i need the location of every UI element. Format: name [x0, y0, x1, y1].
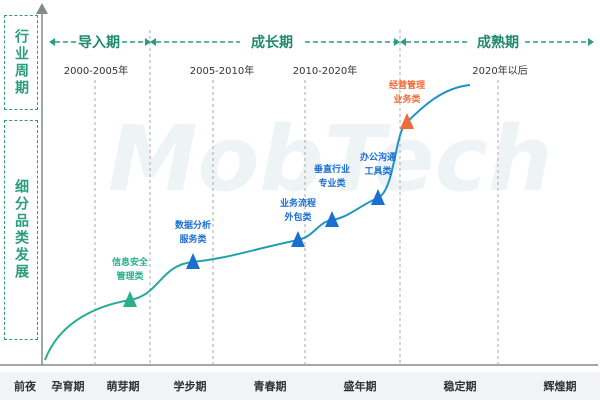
node-marker: [325, 211, 339, 227]
node-label: 经营管理: [389, 79, 425, 91]
stage-band: [0, 372, 600, 400]
phase-label: 成熟期: [477, 34, 519, 51]
period-label: 2005-2010年: [190, 64, 255, 77]
node-marker: [186, 253, 200, 269]
stage-label: 萌芽期: [107, 379, 140, 393]
axis-top-label: 行业周期: [4, 15, 38, 110]
watermark: MobTech: [108, 107, 552, 212]
node-label: 工具类: [364, 165, 392, 177]
node-label: 垂直行业: [314, 163, 350, 175]
stage-label: 前夜: [14, 379, 37, 393]
node-label: 业务流程: [280, 197, 316, 209]
stage-label: 辉煌期: [544, 379, 577, 393]
stage-label: 盛年期: [344, 379, 377, 393]
node-marker: [291, 231, 305, 247]
phase-label: 成长期: [251, 34, 293, 51]
node-label: 办公沟通: [360, 151, 396, 163]
node-marker: [123, 291, 137, 307]
node-marker: [371, 189, 385, 205]
node-label: 专业类: [318, 177, 346, 189]
stage-label: 孕育期: [52, 379, 85, 393]
dividers: [94, 30, 499, 365]
node-label: 业务类: [393, 93, 421, 105]
axis-bottom-label: 细分品类发展: [4, 120, 38, 340]
node-label: 外包类: [283, 211, 312, 223]
node-label: 信息安全: [112, 256, 149, 268]
period-label: 2010-2020年: [293, 64, 358, 77]
node-label: 管理类: [116, 270, 144, 282]
period-label: 2000-2005年: [64, 64, 129, 77]
arrow: [36, 3, 48, 14]
period-label: 2020年以后: [472, 64, 527, 77]
node-label: 数据分析: [175, 219, 211, 231]
stage-label: 青春期: [254, 379, 287, 393]
stage-label: 稳定期: [444, 379, 477, 393]
node-marker: [400, 113, 414, 129]
stage-label: 学步期: [174, 379, 207, 393]
node-label: 服务类: [179, 233, 207, 245]
arrowheads: [49, 38, 594, 46]
phase-label: 导入期: [78, 35, 120, 51]
